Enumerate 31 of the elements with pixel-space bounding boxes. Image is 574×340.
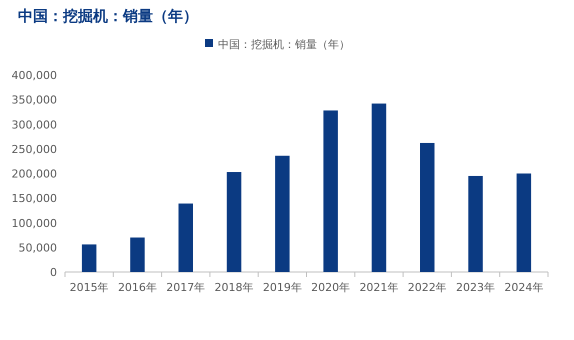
x-tick-label: 2023年 (456, 281, 496, 294)
x-tick-label: 2018年 (214, 281, 254, 294)
y-tick-label: 100,000 (12, 216, 57, 230)
bar (226, 172, 242, 272)
bar (516, 174, 532, 272)
y-tick-label: 350,000 (12, 94, 57, 107)
bar (468, 176, 483, 272)
x-tick-label: 2024年 (504, 281, 544, 294)
x-tick-label: 2022年 (408, 281, 447, 294)
bar (420, 142, 434, 272)
bar (82, 244, 96, 272)
x-tick-label: 2020年 (311, 281, 350, 294)
legend-label: 中国：挖掘机：销量（年） (218, 38, 350, 51)
x-tick-label: 2016年 (118, 281, 157, 294)
y-tick-label: 250,000 (12, 142, 57, 156)
y-tick-label: 0 (50, 266, 57, 279)
x-tick-label: 2019年 (262, 281, 302, 294)
y-tick-label: 300,000 (12, 118, 57, 132)
x-tick-label: 2017年 (166, 281, 206, 294)
chart-title: 中国：挖掘机：销量（年） (18, 7, 198, 25)
bar (372, 104, 386, 272)
x-tick-label: 2015年 (70, 281, 109, 294)
bar (130, 238, 145, 272)
x-tick-label: 2021年 (359, 281, 398, 294)
y-tick-label: 200,000 (12, 168, 57, 180)
bar (178, 204, 193, 272)
bar (275, 156, 290, 272)
y-tick-label: 400,000 (12, 69, 57, 82)
bar (323, 110, 338, 272)
y-tick-label: 150,000 (12, 192, 57, 206)
y-tick-label: 50,000 (18, 241, 57, 254)
